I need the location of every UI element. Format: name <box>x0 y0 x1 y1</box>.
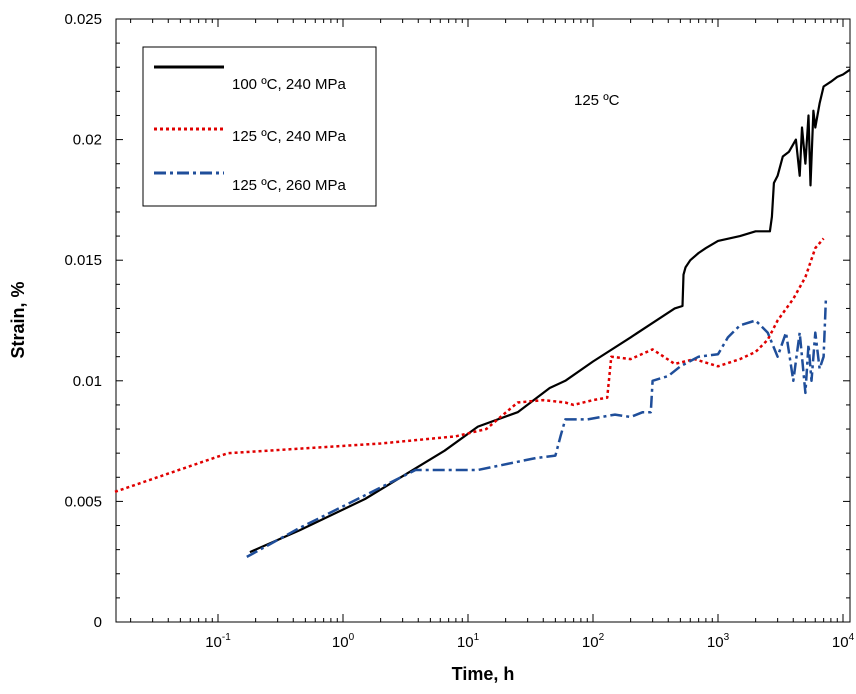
legend-box <box>142 46 377 207</box>
legend-label-1: 125 ºC, 240 MPa <box>232 128 347 145</box>
x-tick-label-2: 101 <box>457 632 480 651</box>
x-tick-label-1: 100 <box>332 632 355 651</box>
axis-ticks: 0 0.005 0.01 0.015 0.02 0.025 10-1 100 101 102 103… <box>64 11 854 651</box>
y-tick-label-2: 0.01 <box>73 373 102 390</box>
y-tick-label-4: 0.02 <box>73 132 102 149</box>
annotation-text: 125 ºC <box>574 92 620 109</box>
x-tick-label-4: 103 <box>707 632 730 651</box>
y-tick-label-0: 0 <box>94 614 102 631</box>
series-line-2 <box>246 298 828 558</box>
x-tick-label-5: 104 <box>832 632 855 651</box>
y-tick-label-5: 0.025 <box>64 11 102 28</box>
x-tick-label-0: 10-1 <box>205 632 231 651</box>
series-layer <box>114 68 851 558</box>
y-tick-label-1: 0.005 <box>64 493 102 510</box>
legend: 100 ºC, 240 MPa 125 ºC, 240 MPa 125 ºC, … <box>142 46 377 207</box>
y-tick-label-3: 0.015 <box>64 252 102 269</box>
series-line-0 <box>249 68 851 554</box>
x-axis-label: Time, h <box>452 664 515 684</box>
x-tick-label-3: 102 <box>582 632 605 651</box>
legend-label-0: 100 ºC, 240 MPa <box>232 76 347 93</box>
legend-label-2: 125 ºC, 260 MPa <box>232 177 347 194</box>
y-axis-label: Strain, % <box>8 281 28 358</box>
